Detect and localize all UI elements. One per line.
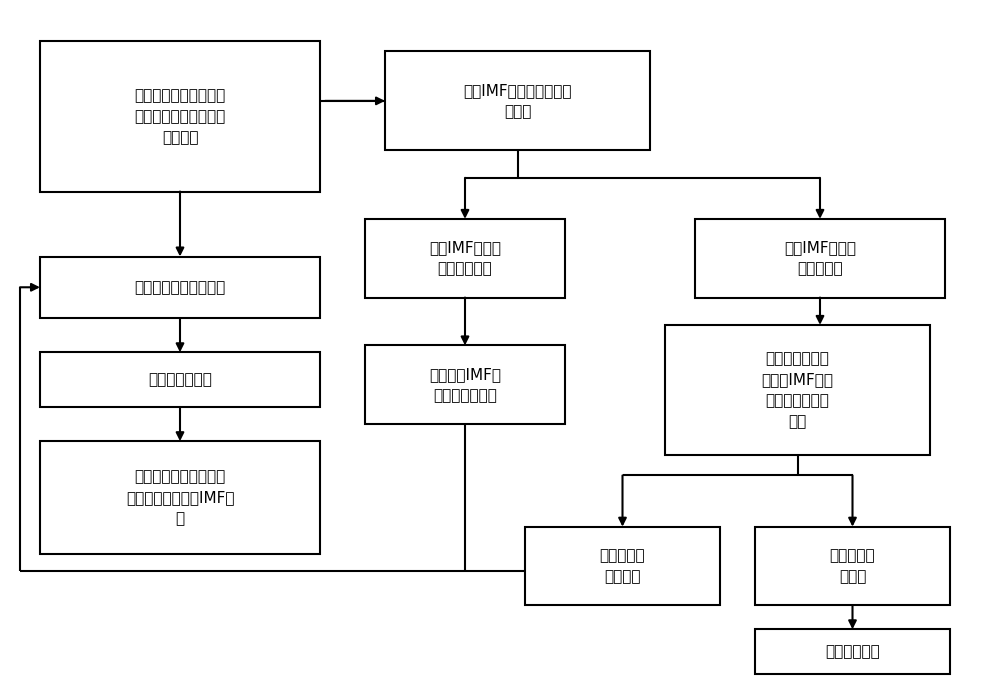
Text: 原始数据序列减去包络
线平均值得到疑似IMF分
量: 原始数据序列减去包络 线平均值得到疑似IMF分 量 (126, 469, 234, 526)
Text: 新的数据序
列不单调: 新的数据序 列不单调 (600, 548, 645, 584)
Text: 使用当前IMF分
量作为原始信号: 使用当前IMF分 量作为原始信号 (429, 367, 501, 403)
FancyBboxPatch shape (40, 256, 320, 318)
Text: 新的数据序
列单调: 新的数据序 列单调 (830, 548, 875, 584)
FancyBboxPatch shape (40, 41, 320, 192)
Text: 判断IMF分量是否满足两
个条件: 判断IMF分量是否满足两 个条件 (463, 83, 572, 119)
FancyBboxPatch shape (40, 441, 320, 554)
FancyBboxPatch shape (665, 325, 930, 455)
FancyBboxPatch shape (365, 345, 565, 424)
FancyBboxPatch shape (695, 219, 945, 298)
FancyBboxPatch shape (755, 527, 950, 605)
FancyBboxPatch shape (385, 51, 650, 150)
FancyBboxPatch shape (525, 527, 720, 605)
Text: 当前IMF分量为
非最高频分量: 当前IMF分量为 非最高频分量 (429, 240, 501, 276)
FancyBboxPatch shape (365, 219, 565, 298)
Text: 当前IMF分量为
最高频分量: 当前IMF分量为 最高频分量 (784, 240, 856, 276)
Text: 停止分解过程: 停止分解过程 (825, 644, 880, 659)
FancyBboxPatch shape (40, 352, 320, 407)
FancyBboxPatch shape (755, 629, 950, 674)
Text: 从故障数据的原始数据
序列中找到极大值点和
极小值点: 从故障数据的原始数据 序列中找到极大值点和 极小值点 (134, 88, 226, 145)
Text: 做上包络线和下包络线: 做上包络线和下包络线 (134, 280, 226, 295)
Text: 求包络线平均值: 求包络线平均值 (148, 372, 212, 387)
Text: 原始数据序列减
去当前IMF分量
，得到新的数据
序列: 原始数据序列减 去当前IMF分量 ，得到新的数据 序列 (762, 351, 834, 429)
